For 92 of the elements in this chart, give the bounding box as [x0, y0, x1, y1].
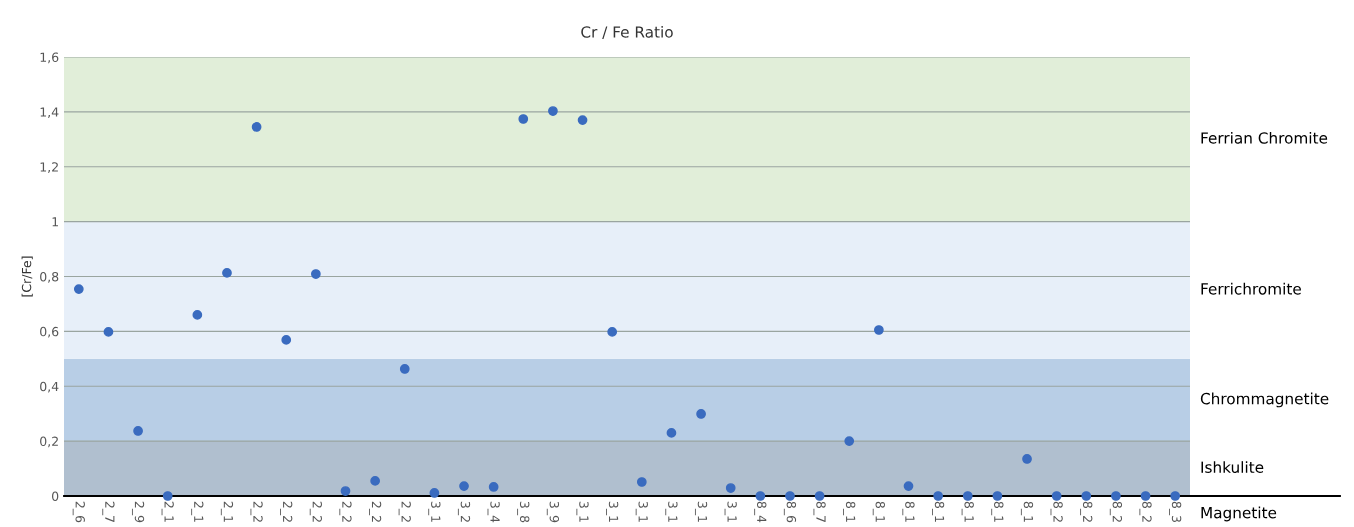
x-tick-label: 8_7: [813, 501, 826, 522]
x-tick-label: 8_1: [843, 501, 856, 522]
x-tick-label: 8_3: [1169, 501, 1182, 523]
x-tick-label: 2_2: [398, 501, 411, 522]
band-label: Ferrian Chromite: [1201, 131, 1328, 144]
y-tick-label: 1,4: [40, 107, 59, 119]
point: [133, 426, 143, 436]
point: [222, 268, 232, 278]
point: [340, 486, 351, 496]
point: [251, 122, 262, 132]
point: [162, 491, 173, 501]
point: [933, 491, 943, 501]
x-tick-label: 8_4: [754, 501, 767, 523]
point: [370, 476, 380, 486]
point: [518, 114, 529, 124]
point: [548, 106, 558, 116]
x-tick-label: 3_1: [428, 501, 441, 522]
band-label: Ferrichromite: [1201, 282, 1301, 295]
x-tick-label: 8_1: [902, 501, 915, 522]
x-tick-label: 8_1: [932, 501, 945, 522]
x-tick-label: 2_2: [309, 501, 322, 522]
x-tick-label: 3_1: [606, 501, 619, 522]
point: [429, 488, 440, 498]
point: [696, 409, 706, 419]
y-tick-label: 1: [52, 217, 58, 227]
band-label: Ishkulite: [1201, 461, 1264, 473]
x-tick-label: 8_1: [961, 501, 974, 522]
point: [577, 115, 588, 125]
point: [903, 481, 914, 491]
point: [636, 477, 647, 487]
point: [1081, 491, 1092, 501]
point: [1170, 491, 1181, 501]
y-tick-label: 0: [52, 491, 59, 501]
point: [192, 310, 203, 320]
band-label: Chrommagnetite: [1200, 392, 1329, 408]
x-tick-label: 3_1: [694, 501, 708, 522]
x-tick-label: 3_1: [724, 501, 737, 522]
point: [814, 491, 825, 501]
x-tick-label: 2_1: [161, 501, 174, 522]
x-tick-label: 2_2: [369, 501, 382, 522]
point: [992, 491, 1003, 501]
x-tick-label: 8_2: [1080, 501, 1093, 522]
point: [459, 481, 469, 491]
x-tick-label: 8_2: [1109, 501, 1123, 522]
point: [311, 269, 321, 279]
x-tick-label: 2_2: [280, 501, 293, 522]
x-tick-label: 2_7: [102, 501, 115, 522]
y-tick-label: 0,2: [40, 436, 58, 448]
x-tick-label: 8_6: [783, 501, 797, 523]
point: [725, 483, 736, 493]
point: [844, 436, 855, 446]
point: [1051, 491, 1062, 501]
x-tick-label: 3_2: [457, 501, 471, 522]
y-tick-label: 0,6: [40, 326, 59, 338]
x-tick-label: 3_1: [665, 501, 678, 522]
point: [399, 364, 410, 374]
x-tick-label: 2_6: [72, 501, 85, 523]
x-tick-label: 2_9: [131, 501, 145, 523]
text: Magnetite: [1201, 506, 1277, 522]
point: [281, 335, 292, 345]
chart-title: Cr / Fe Ratio: [581, 25, 673, 39]
y-tick-label: 1,2: [40, 162, 58, 173]
x-tick-label: 2_2: [250, 501, 263, 522]
x-tick-label: 3_1: [576, 501, 589, 522]
point: [785, 491, 795, 501]
point: [488, 482, 499, 492]
y-tick-label: 0,4: [40, 381, 59, 393]
point: [874, 325, 884, 335]
y-tick-label: 1,6: [40, 52, 59, 64]
point: [103, 327, 114, 337]
y-axis-title: [Cr/Fe]: [21, 256, 33, 297]
point: [1111, 491, 1121, 501]
x-tick-label: 2_1: [191, 501, 204, 522]
x-tick-label: 8_1: [1020, 501, 1034, 522]
point: [666, 428, 677, 438]
x-tick-label: 3_8: [517, 501, 530, 523]
y-tick-label: 0,8: [40, 271, 59, 283]
point: [962, 491, 973, 501]
point: [73, 284, 84, 294]
point: [1022, 454, 1032, 464]
x-tick-label: 2_1: [220, 501, 234, 522]
point: [607, 327, 618, 337]
x-tick-label: 8_2: [1139, 501, 1152, 522]
x-tick-label: 3_9: [546, 501, 560, 523]
x-tick-label: 8_1: [991, 501, 1004, 522]
point: [755, 491, 766, 501]
x-tick-label: 8_1: [872, 501, 885, 522]
x-tick-label: 2_2: [339, 501, 352, 522]
x-tick-label: 3_1: [635, 501, 648, 522]
x-tick-label: 8_2: [1050, 501, 1063, 522]
point: [1140, 491, 1151, 501]
x-tick-label: 3_4: [487, 501, 500, 523]
